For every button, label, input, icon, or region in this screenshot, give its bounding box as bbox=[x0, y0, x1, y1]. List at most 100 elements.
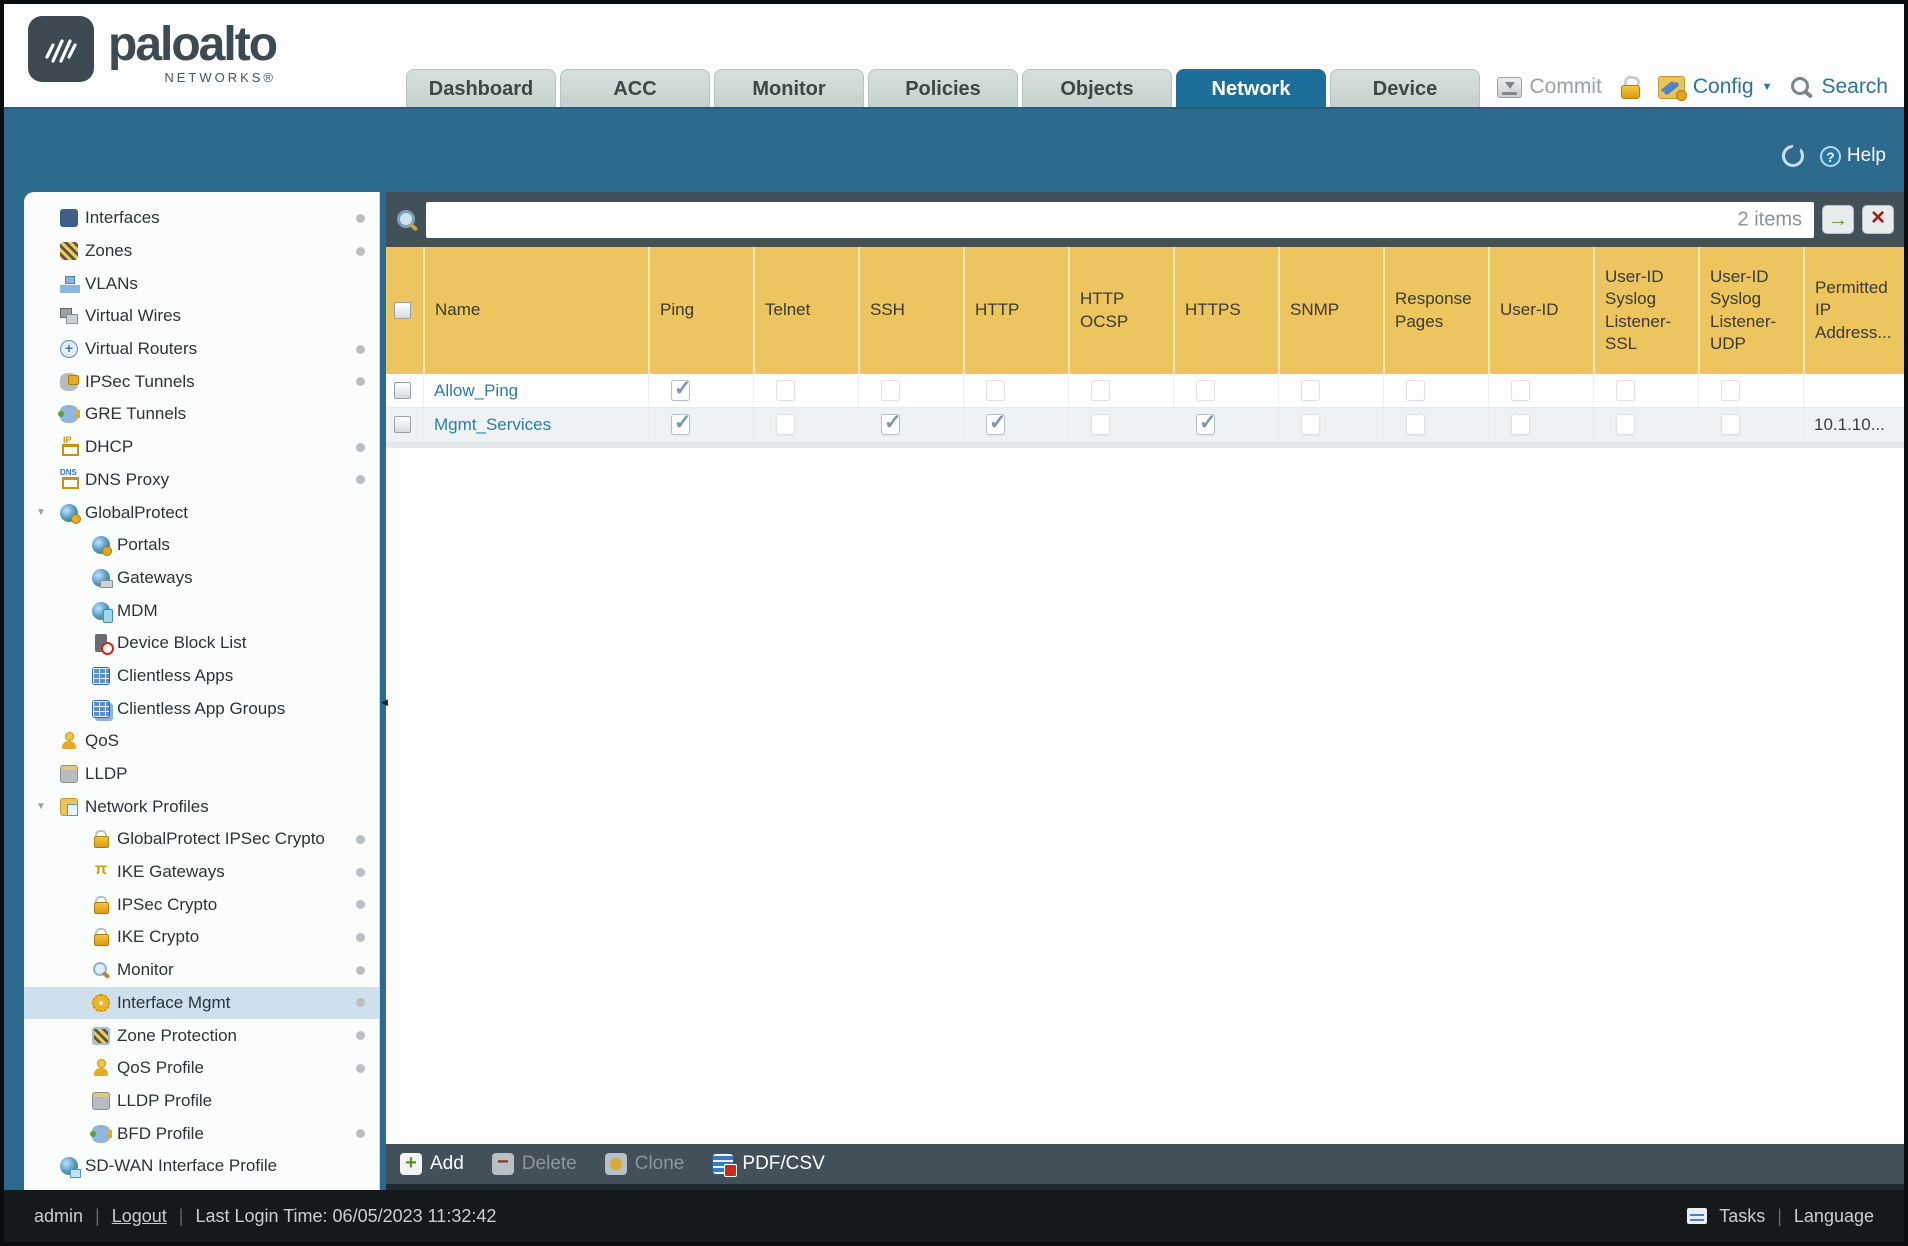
row-select-checkbox[interactable] bbox=[394, 382, 411, 399]
sidebar-item-clientless-app-groups[interactable]: Clientless App Groups bbox=[24, 692, 379, 725]
brand-text: paloalto NETWORKS® bbox=[108, 16, 278, 85]
commit-button[interactable]: Commit bbox=[1496, 75, 1602, 99]
tab-monitor[interactable]: Monitor bbox=[714, 69, 864, 107]
language-button[interactable]: Language bbox=[1793, 1205, 1874, 1226]
tab-acc[interactable]: ACC bbox=[560, 69, 710, 107]
tab-objects[interactable]: Objects bbox=[1022, 69, 1172, 107]
sidebar-item-label: LLDP Profile bbox=[117, 1090, 213, 1110]
sidebar-item-label: Device Block List bbox=[117, 633, 247, 653]
sidebar-item-ipsec-tunnels[interactable]: IPSec Tunnels bbox=[24, 365, 379, 398]
sidebar-item-ike-crypto[interactable]: IKE Crypto bbox=[24, 921, 379, 954]
sidebar-collapse-arrow[interactable]: ◀ bbox=[381, 697, 388, 707]
cell-snmp bbox=[1278, 408, 1383, 441]
sd-wan-icon bbox=[60, 1157, 81, 1179]
profile-link[interactable]: Mgmt_Services bbox=[434, 414, 552, 434]
column-header-ssh[interactable]: SSH bbox=[858, 247, 963, 374]
cell-http bbox=[963, 408, 1068, 441]
global-search-button[interactable]: Search bbox=[1790, 75, 1888, 99]
pdf-csv-button[interactable]: PDF/CSV bbox=[712, 1153, 825, 1177]
tab-device[interactable]: Device bbox=[1330, 69, 1480, 107]
sidebar-item-zone-protection[interactable]: Zone Protection bbox=[24, 1019, 379, 1052]
sidebar-item-clientless-apps[interactable]: Clientless Apps bbox=[24, 660, 379, 693]
sidebar-item-dhcp[interactable]: DHCP bbox=[24, 431, 379, 464]
cell-response_pages bbox=[1383, 374, 1488, 407]
config-lock-icon[interactable] bbox=[1620, 76, 1640, 99]
column-header-https[interactable]: HTTPS bbox=[1173, 247, 1278, 374]
column-header-uid_syslog_udp[interactable]: User-ID Syslog Listener-UDP bbox=[1698, 247, 1803, 374]
sidebar-item-network-profiles[interactable]: ▼ Network Profiles bbox=[24, 790, 379, 823]
drag-dot bbox=[356, 834, 365, 844]
sidebar-item-device-block-list[interactable]: Device Block List bbox=[24, 627, 379, 660]
column-header-http_ocsp[interactable]: HTTP OCSP bbox=[1068, 247, 1173, 374]
http-checkbox bbox=[986, 380, 1005, 401]
lock-icon bbox=[92, 830, 110, 849]
workspace: Interfaces Zones VLANs Virtual Wires Virtual… bbox=[4, 192, 1904, 1190]
column-header-user_id[interactable]: User-ID bbox=[1488, 247, 1593, 374]
column-header-ping[interactable]: Ping bbox=[648, 247, 753, 374]
profile-link[interactable]: Allow_Ping bbox=[434, 380, 519, 400]
column-label: Permitted IP Address... bbox=[1815, 278, 1892, 342]
sidebar-item-label: IKE Crypto bbox=[117, 927, 200, 947]
top-header: paloalto NETWORKS® Dashboard ACC Monitor Po… bbox=[4, 4, 1904, 107]
column-header-snmp[interactable]: SNMP bbox=[1278, 247, 1383, 374]
clear-filter-button[interactable]: × bbox=[1862, 205, 1894, 234]
nav-tabs: Dashboard ACC Monitor Policies Objects Networ… bbox=[406, 69, 1480, 107]
qos-icon bbox=[60, 732, 78, 750]
row-select-checkbox[interactable] bbox=[394, 416, 411, 433]
refresh-icon[interactable] bbox=[1781, 145, 1804, 167]
sidebar-item-virtual-wires[interactable]: Virtual Wires bbox=[24, 300, 379, 333]
expander-icon[interactable]: ▼ bbox=[36, 507, 46, 519]
ssh-checkbox bbox=[881, 380, 900, 401]
sidebar-item-ike-gateways[interactable]: IKE Gateways bbox=[24, 856, 379, 889]
sidebar-item-zones[interactable]: Zones bbox=[24, 235, 379, 268]
apply-filter-button[interactable]: → bbox=[1822, 205, 1854, 234]
sidebar-item-dns-proxy[interactable]: DNS Proxy bbox=[24, 464, 379, 497]
sidebar-item-interface-mgmt[interactable]: Interface Mgmt bbox=[24, 986, 379, 1020]
sidebar-item-interfaces[interactable]: Interfaces bbox=[24, 202, 379, 235]
sidebar-item-sd-wan-interface-profile[interactable]: SD-WAN Interface Profile bbox=[24, 1150, 379, 1183]
logout-link[interactable]: Logout bbox=[111, 1205, 167, 1226]
column-header-telnet[interactable]: Telnet bbox=[753, 247, 858, 374]
search-input[interactable] bbox=[426, 201, 1814, 238]
sidebar-item-gateways[interactable]: Gateways bbox=[24, 562, 379, 595]
sidebar-item-virtual-routers[interactable]: Virtual Routers bbox=[24, 333, 379, 366]
tab-policies[interactable]: Policies bbox=[868, 69, 1018, 107]
drag-dot bbox=[356, 377, 365, 387]
sidebar-item-lldp[interactable]: LLDP bbox=[24, 758, 379, 791]
sidebar-item-gre-tunnels[interactable]: GRE Tunnels bbox=[24, 398, 379, 431]
column-label: Name bbox=[435, 300, 481, 320]
sidebar-item-portals[interactable]: Portals bbox=[24, 529, 379, 562]
cell-snmp bbox=[1278, 374, 1383, 407]
column-header-response_pages[interactable]: Response Pages bbox=[1383, 247, 1488, 374]
bottom-strip bbox=[386, 1184, 1904, 1190]
select-all-checkbox[interactable] bbox=[394, 302, 411, 319]
sidebar-item-vlans[interactable]: VLANs bbox=[24, 267, 379, 300]
sidebar-item-mdm[interactable]: MDM bbox=[24, 594, 379, 627]
tab-dashboard[interactable]: Dashboard bbox=[406, 69, 556, 107]
uid_syslog_ssl-checkbox bbox=[1616, 380, 1635, 401]
toolbar-button-label: PDF/CSV bbox=[742, 1153, 825, 1174]
user_id-checkbox bbox=[1511, 380, 1530, 401]
sidebar-item-globalprotect-ipsec-crypto[interactable]: GlobalProtect IPSec Crypto bbox=[24, 823, 379, 856]
sidebar-item-globalprotect[interactable]: ▼ GlobalProtect bbox=[24, 496, 379, 529]
column-header-uid_syslog_ssl[interactable]: User-ID Syslog Listener-SSL bbox=[1593, 247, 1698, 374]
help-button[interactable]: ? Help bbox=[1819, 145, 1886, 167]
pdf-csv-icon bbox=[712, 1153, 738, 1177]
last-login-time: Last Login Time: 06/05/2023 11:32:42 bbox=[195, 1205, 497, 1226]
column-header-permitted_ip[interactable]: Permitted IP Address... bbox=[1803, 247, 1904, 374]
column-label: Response Pages bbox=[1395, 289, 1472, 331]
add-button[interactable]: Add bbox=[400, 1152, 464, 1175]
tab-network[interactable]: Network bbox=[1176, 69, 1326, 107]
sidebar-item-qos-profile[interactable]: QoS Profile bbox=[24, 1052, 379, 1085]
sidebar-item-bfd-profile[interactable]: BFD Profile bbox=[24, 1117, 379, 1150]
sidebar-item-lldp-profile[interactable]: LLDP Profile bbox=[24, 1085, 379, 1118]
sidebar-item-monitor[interactable]: Monitor bbox=[24, 954, 379, 987]
config-menu-button[interactable]: Config ▼ bbox=[1657, 75, 1772, 101]
tasks-button[interactable]: Tasks bbox=[1719, 1205, 1766, 1226]
column-header-http[interactable]: HTTP bbox=[963, 247, 1068, 374]
column-header-name[interactable]: Name bbox=[423, 247, 648, 374]
sidebar-item-qos[interactable]: QoS bbox=[24, 725, 379, 758]
sidebar-item-ipsec-crypto[interactable]: IPSec Crypto bbox=[24, 888, 379, 921]
expander-icon[interactable]: ▼ bbox=[36, 801, 46, 813]
search-icon bbox=[1790, 76, 1813, 99]
